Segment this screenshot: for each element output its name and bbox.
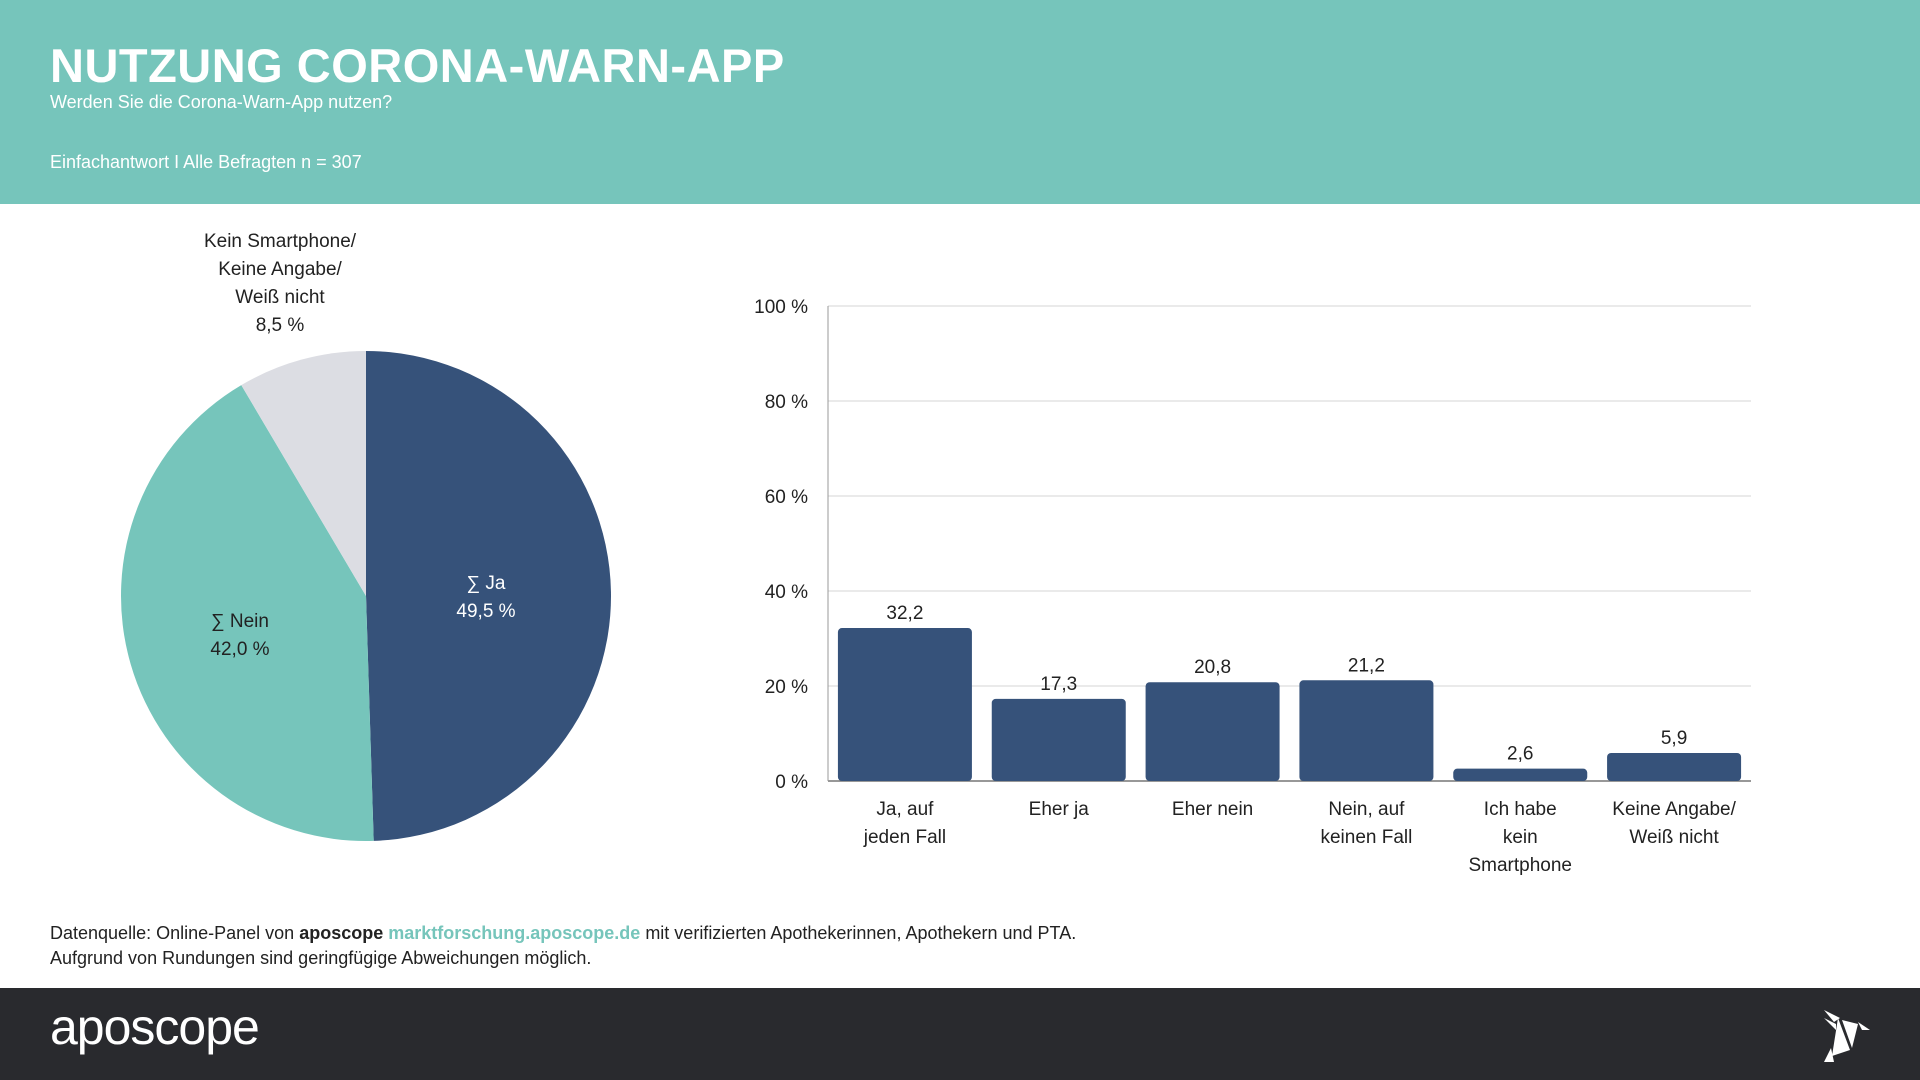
pie-label-ja: ∑ Ja (467, 573, 506, 594)
x-category-label: keinen Fall (1320, 827, 1412, 848)
footer: aposcope (0, 988, 1920, 1080)
bar-value-label: 17,3 (1040, 674, 1077, 695)
source-note: Datenquelle: Online-Panel von aposcope m… (50, 921, 1076, 971)
y-tick-label: 100 % (754, 297, 808, 318)
charts-area: ∑ Ja 49,5 % ∑ Nein 42,0 % Kein Smartphone/Ke… (121, 231, 1751, 876)
y-tick-label: 80 % (765, 392, 808, 413)
pie-label-other: Keine Angabe/ (218, 259, 342, 280)
y-tick-label: 60 % (765, 487, 808, 508)
source-suffix: mit verifizierten Apothekerinnen, Apothe… (645, 923, 1077, 943)
pie-slice (121, 385, 374, 841)
pie-slice (241, 351, 366, 596)
x-category-label: kein (1503, 827, 1538, 848)
y-tick-label: 0 % (775, 772, 808, 793)
pie-value-nein: 42,0 % (210, 639, 269, 660)
pie-label-other: Weiß nicht (235, 287, 325, 308)
page-title: NUTZUNG CORONA-WARN-APP (50, 39, 785, 92)
aposcope-logo: aposcope (50, 999, 260, 1055)
source-link[interactable]: marktforschung.aposcope.de (388, 923, 641, 943)
sample-base: Einfachantwort I Alle Befragten n = 307 (50, 152, 362, 172)
pie-label-other: Kein Smartphone/ (204, 231, 357, 252)
pie-value-ja: 49,5 % (456, 601, 515, 622)
bar (1453, 768, 1588, 781)
bar (1607, 752, 1742, 781)
y-tick-label: 20 % (765, 677, 808, 698)
bar (1299, 680, 1434, 781)
x-category-label: Ja, auf (876, 799, 934, 820)
question-subtitle: Werden Sie die Corona-Warn-App nutzen? (50, 92, 393, 112)
header: NUTZUNG CORONA-WARN-APP Werden Sie die C… (0, 0, 1920, 204)
bar (991, 698, 1126, 781)
bar-value-label: 20,8 (1194, 657, 1231, 678)
x-category-label: Weiß nicht (1629, 827, 1719, 848)
source-brand: aposcope (299, 923, 384, 943)
bar (837, 628, 972, 781)
pie-slice (366, 351, 611, 841)
pie-value-other: 8,5 % (256, 315, 305, 336)
x-category-label: Ich habe (1484, 799, 1557, 820)
x-category-label: jeden Fall (863, 827, 946, 848)
bar-value-label: 5,9 (1661, 728, 1687, 749)
y-tick-label: 40 % (765, 582, 808, 603)
origami-bird-icon (1824, 1010, 1870, 1062)
bar (1145, 682, 1280, 781)
x-category-label: Eher ja (1029, 799, 1090, 820)
source-prefix: Datenquelle: Online-Panel von (50, 923, 295, 943)
x-category-label: Eher nein (1172, 799, 1253, 820)
x-category-label: Keine Angabe/ (1612, 799, 1736, 820)
pie-label-nein: ∑ Nein (211, 611, 269, 632)
bar-value-label: 2,6 (1507, 744, 1533, 765)
rounding-note: Aufgrund von Rundungen sind geringfügige… (50, 948, 592, 968)
x-category-label: Smartphone (1468, 855, 1572, 876)
bar-value-label: 21,2 (1348, 655, 1385, 676)
x-category-label: Nein, auf (1328, 799, 1405, 820)
bar-value-label: 32,2 (886, 603, 923, 624)
